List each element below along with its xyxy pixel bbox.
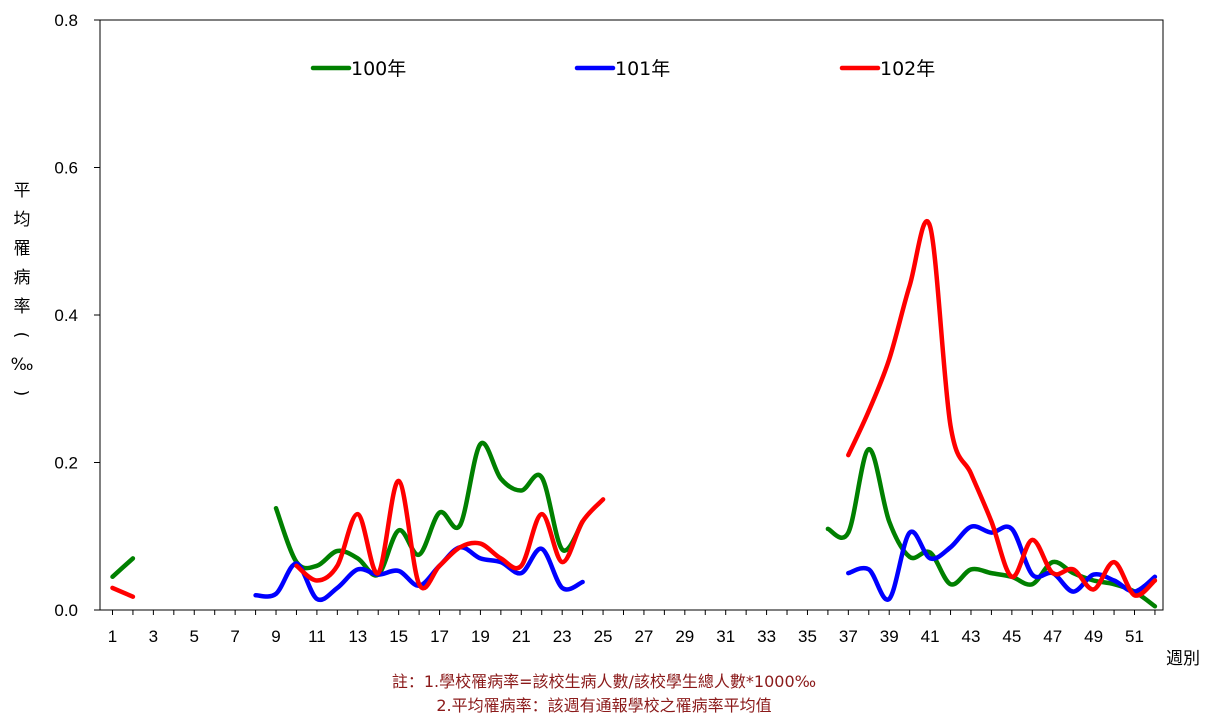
y-tick-label: 0.0 — [54, 601, 78, 620]
x-tick-label: 45 — [1002, 627, 1021, 646]
x-tick-label: 49 — [1084, 627, 1103, 646]
y-label-char: ) — [11, 390, 31, 397]
footnote-2: 2.平均罹病率：該週有通報學校之罹病率平均值 — [436, 696, 772, 715]
x-tick-label: 19 — [471, 627, 490, 646]
footnote-1: 註：1.學校罹病率=該校生病人數/該校學生總人數*1000‰ — [391, 672, 817, 691]
series-line-3 — [110, 585, 136, 599]
x-tick-label: 27 — [634, 627, 653, 646]
x-tick-label: 1 — [108, 627, 117, 646]
x-tick-label: 41 — [921, 627, 940, 646]
x-tick-label: 15 — [389, 627, 408, 646]
x-tick-label: 51 — [1125, 627, 1144, 646]
x-tick-label: 43 — [962, 627, 981, 646]
x-tick-label: 5 — [190, 627, 199, 646]
x-tick-label: 37 — [839, 627, 858, 646]
series-line-3 — [846, 219, 1158, 598]
x-tick-label: 21 — [512, 627, 531, 646]
series-line-3 — [294, 478, 606, 591]
x-tick-label: 29 — [675, 627, 694, 646]
x-tick-label: 3 — [149, 627, 158, 646]
series-line-1 — [110, 556, 136, 580]
y-label-char: ‰ — [11, 355, 34, 375]
x-tick-label: 23 — [553, 627, 572, 646]
legend: 100年 101年 102年 — [310, 58, 935, 80]
x-tick-label: 25 — [594, 627, 613, 646]
y-label-char: 率 — [14, 297, 31, 317]
x-tick-label: 39 — [880, 627, 899, 646]
y-label-char: 罹 — [14, 239, 31, 259]
x-tick-label: 7 — [230, 627, 239, 646]
y-label-char: ( — [11, 332, 31, 339]
x-tick-label: 9 — [271, 627, 280, 646]
y-label-char: 均 — [14, 210, 31, 230]
x-tick-label: 31 — [716, 627, 735, 646]
series-line-1 — [273, 440, 585, 578]
plot-frame — [99, 19, 1164, 611]
series-lines — [110, 219, 1158, 609]
y-label-char: 平 — [14, 181, 31, 201]
x-axis-label: 週別 — [1166, 649, 1200, 669]
legend-label-2: 101年 — [615, 58, 670, 80]
y-tick-label: 0.6 — [54, 159, 78, 178]
ticks: 0.00.20.40.60.81 3 5 7 9 11 13 15 17 19 21 23 25 27 29… — [54, 11, 1156, 646]
x-tick-label: 47 — [1043, 627, 1062, 646]
y-tick-label: 0.2 — [54, 454, 78, 473]
y-axis-label: 平均罹病率 ( ‰) — [11, 181, 34, 396]
x-tick-label: 13 — [348, 627, 367, 646]
axes — [99, 19, 1164, 611]
y-tick-label: 0.4 — [54, 306, 78, 325]
legend-label-3: 102年 — [880, 58, 935, 80]
legend-label-1: 100年 — [351, 58, 406, 80]
x-tick-label: 33 — [757, 627, 776, 646]
y-label-char: 病 — [14, 268, 31, 288]
x-tick-label: 35 — [798, 627, 817, 646]
x-tick-label: 17 — [430, 627, 449, 646]
x-tick-label: 11 — [308, 627, 326, 646]
y-tick-label: 0.8 — [54, 11, 78, 30]
